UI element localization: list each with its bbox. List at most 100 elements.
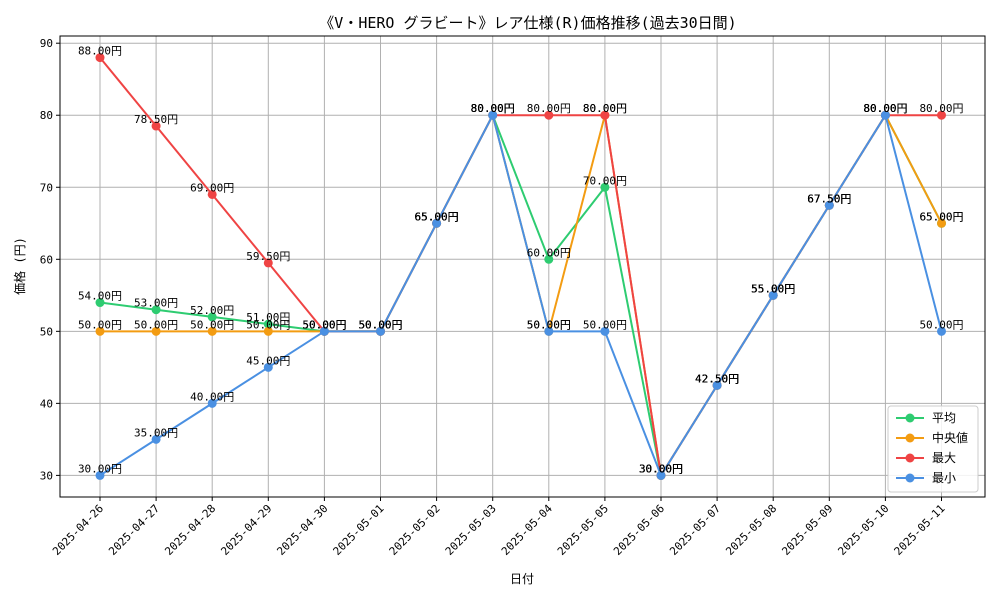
data-label: 65.00円 — [415, 210, 459, 223]
x-tick-label: 2025-04-27 — [106, 502, 162, 558]
y-tick-label: 70 — [40, 181, 53, 194]
data-label: 55.00円 — [751, 282, 795, 295]
data-point — [488, 110, 498, 120]
y-tick-label: 30 — [40, 469, 53, 482]
x-axis-label: 日付 — [510, 572, 534, 586]
data-label: 42.50円 — [695, 372, 739, 385]
data-label: 80.00円 — [919, 102, 963, 115]
y-tick-label: 80 — [40, 109, 53, 122]
legend-label: 最小 — [932, 471, 956, 485]
data-point — [600, 326, 610, 336]
data-point — [95, 326, 105, 336]
data-label: 60.00円 — [527, 246, 571, 259]
x-tick-label: 2025-05-08 — [723, 502, 779, 558]
data-point — [937, 218, 946, 228]
data-label: 50.00円 — [302, 318, 346, 331]
y-axis-label: 価格 (円) — [12, 237, 27, 295]
data-label: 50.00円 — [358, 318, 402, 331]
x-tick-label: 2025-05-03 — [443, 502, 499, 558]
data-point — [151, 434, 161, 444]
data-point — [263, 362, 273, 372]
data-label: 80.00円 — [527, 102, 571, 115]
data-label: 42.50円 — [695, 372, 739, 385]
data-label: 42.50円 — [695, 372, 739, 385]
data-point — [768, 290, 778, 300]
data-point — [544, 326, 554, 336]
data-label: 50.00円 — [190, 318, 234, 331]
data-label: 50.00円 — [919, 318, 963, 331]
data-label: 50.00円 — [358, 318, 402, 331]
data-label: 54.00円 — [78, 290, 122, 303]
data-label: 55.00円 — [751, 282, 795, 295]
x-tick-label: 2025-05-06 — [611, 502, 667, 558]
data-point — [95, 298, 105, 308]
legend-swatch-marker — [905, 473, 915, 483]
data-label: 80.00円 — [863, 102, 907, 115]
data-label: 50.00円 — [134, 318, 178, 331]
data-label: 80.00円 — [863, 102, 907, 115]
data-label: 80.00円 — [471, 102, 515, 115]
data-point — [600, 110, 610, 120]
data-point — [376, 326, 385, 336]
legend-swatch-marker — [905, 413, 915, 423]
legend-label: 最大 — [932, 451, 956, 465]
data-label: 50.00円 — [302, 318, 346, 331]
data-point — [824, 200, 834, 210]
data-label: 50.00円 — [78, 318, 122, 331]
grid — [60, 36, 985, 497]
data-label: 50.00円 — [527, 318, 571, 331]
data-label: 30.00円 — [639, 462, 683, 475]
x-tick-label: 2025-05-01 — [331, 502, 387, 558]
data-point — [151, 305, 161, 315]
data-label: 30.00円 — [78, 462, 122, 475]
x-tick-label: 2025-05-04 — [499, 502, 555, 558]
data-point — [207, 326, 217, 336]
data-label: 65.00円 — [415, 210, 459, 223]
data-point — [544, 254, 554, 264]
y-tick-label: 90 — [40, 37, 53, 50]
y-tick-label: 50 — [40, 325, 53, 338]
x-tick-label: 2025-05-10 — [835, 502, 891, 558]
data-label: 67.50円 — [807, 192, 851, 205]
data-label: 30.00円 — [639, 462, 683, 475]
data-point — [263, 258, 273, 268]
data-label: 52.00円 — [190, 304, 234, 317]
data-label: 80.00円 — [863, 102, 907, 115]
data-label: 50.00円 — [358, 318, 402, 331]
data-label: 55.00円 — [751, 282, 795, 295]
x-ticks: 2025-04-26 2025-04-27 2025-04-28 2025-04-29… — [50, 497, 948, 558]
data-point — [544, 110, 554, 120]
x-tick-label: 2025-05-09 — [779, 502, 835, 558]
y-tick-label: 40 — [40, 397, 53, 410]
legend-label: 平均 — [932, 411, 956, 425]
data-label: 50.00円 — [358, 318, 402, 331]
data-point — [263, 326, 273, 336]
data-point — [151, 121, 161, 131]
data-label: 80.00円 — [471, 102, 515, 115]
data-point — [656, 470, 666, 480]
data-label: 65.00円 — [415, 210, 459, 223]
legend-label: 中央値 — [932, 430, 968, 445]
data-point — [319, 326, 329, 336]
data-label: 45.00円 — [246, 354, 290, 367]
data-label: 80.00円 — [583, 102, 627, 115]
data-label: 50.00円 — [246, 318, 290, 331]
legend-swatch-marker — [905, 433, 915, 443]
data-point — [151, 326, 161, 336]
data-label: 88.00円 — [78, 45, 122, 58]
data-point — [207, 189, 217, 199]
x-tick-label: 2025-04-29 — [218, 502, 274, 558]
legend-box — [887, 405, 979, 493]
x-tick-label: 2025-05-11 — [892, 502, 948, 558]
data-label: 53.00円 — [134, 297, 178, 310]
data-label: 69.00円 — [190, 181, 234, 194]
data-label: 50.00円 — [583, 318, 627, 331]
data-label: 65.00円 — [415, 210, 459, 223]
series-line — [100, 112, 943, 479]
data-point — [600, 182, 610, 192]
x-tick-label: 2025-04-30 — [274, 502, 330, 558]
data-point — [712, 380, 722, 390]
data-label: 30.00円 — [639, 462, 683, 475]
